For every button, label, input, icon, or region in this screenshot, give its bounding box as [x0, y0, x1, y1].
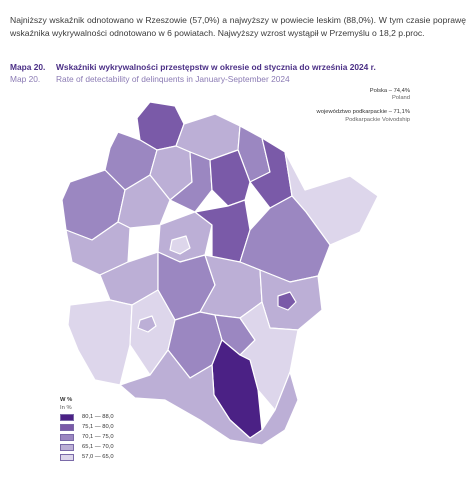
map-title-pl: Mapa 20. Wskaźniki wykrywalności przestęp…	[10, 62, 376, 72]
summary-stats: Polska – 74,4% Poland województwo podkar…	[317, 88, 410, 124]
region-label-en: Podkarpackie Voivodship	[345, 116, 410, 123]
legend-label-3: 70,1 — 75,0	[82, 434, 114, 440]
legend-label-4: 65,1 — 70,0	[82, 444, 114, 450]
legend-row-3: 70,1 — 75,0	[60, 432, 114, 442]
legend-swatch-1	[60, 413, 74, 421]
county-przemysl-city[interactable]	[277, 291, 297, 311]
legend-subtitle: In %	[60, 405, 72, 411]
map-number-pl: Mapa 20.	[10, 62, 46, 72]
county-rzeszow-city[interactable]	[169, 235, 191, 255]
map-number-en: Map 20.	[10, 74, 41, 84]
legend-swatch-5	[60, 453, 74, 461]
legend-row-2: 75,1 — 80,0	[60, 422, 114, 432]
legend-swatch-3	[60, 433, 74, 441]
legend-label-2: 75,1 — 80,0	[82, 424, 114, 430]
legend-title: W %	[60, 397, 73, 403]
map-legend: W % In % 80,1 — 88,0 75,1 — 80,0 70,1 — …	[60, 397, 114, 462]
legend-label-1: 80,1 — 88,0	[82, 414, 114, 420]
map-title-en: Map 20. Rate of detectability of delinque…	[10, 74, 290, 84]
legend-label-5: 57,0 — 65,0	[82, 454, 114, 460]
legend-swatch-4	[60, 443, 74, 451]
region-value: województwo podkarpackie – 71,1%	[316, 109, 410, 116]
legend-swatch-2	[60, 423, 74, 431]
county-sw[interactable]	[67, 299, 133, 386]
county-bieszczady[interactable]	[119, 349, 299, 446]
map-title-text-en: Rate of detectability of delinquents in …	[56, 74, 290, 84]
county-w-middle[interactable]	[65, 221, 131, 276]
map-title-text-pl: Wskaźniki wykrywalności przestępstw w ok…	[56, 62, 376, 72]
poland-value: Polska – 74,4%	[369, 88, 410, 94]
intro-paragraph: Najniższy wskaźnik odnotowano w Rzeszowi…	[10, 15, 466, 38]
poland-label-en: Poland	[391, 95, 410, 102]
legend-row-1: 80,1 — 88,0	[60, 412, 114, 422]
county-krosno-city[interactable]	[137, 315, 157, 333]
legend-row-4: 65,1 — 70,0	[60, 442, 114, 452]
legend-row-5: 57,0 — 65,0	[60, 452, 114, 462]
